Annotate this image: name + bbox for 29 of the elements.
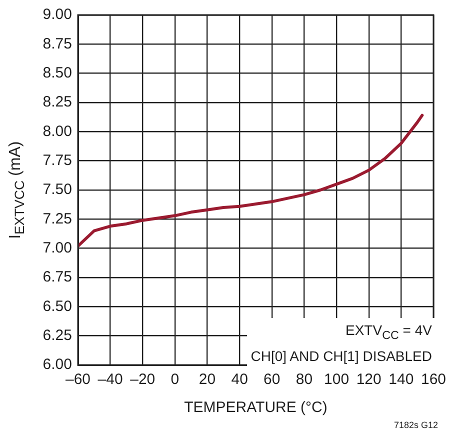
y-tick-label: 7.50 — [42, 181, 72, 198]
x-tick-label: 160 — [420, 371, 446, 388]
y-tick-label: 7.00 — [42, 239, 72, 256]
y-tick-label: 9.00 — [42, 6, 72, 24]
y-tick-label: 8.50 — [42, 64, 72, 82]
x-tick-label: 80 — [296, 371, 313, 388]
x-tick-label: –20 — [130, 371, 156, 388]
x-tick-label: 0 — [170, 371, 180, 388]
text: 7182s G12 — [394, 420, 438, 430]
y-tick-label: 8.25 — [42, 94, 72, 111]
x-tick-label: –40 — [98, 371, 123, 388]
annotation: EXTV$_{CC}$ = 4V — [344, 321, 432, 344]
y-tick-label: 8.00 — [42, 122, 72, 140]
x-tick-label: 140 — [388, 371, 414, 388]
annotation: CH[0] AND CH[1] DISABLED — [250, 346, 432, 366]
x-tick-label: 20 — [198, 371, 216, 388]
x-tick-label: 120 — [356, 371, 382, 388]
x-tick-label: –60 — [65, 371, 91, 388]
y-tick-label: 8.75 — [42, 35, 72, 52]
y-tick-label: 7.25 — [42, 210, 72, 228]
x-tick-label: 100 — [324, 371, 350, 388]
y-tick-label: 6.00 — [42, 356, 72, 374]
y-tick-label: 6.75 — [42, 268, 72, 286]
x-tick-label: 40 — [231, 371, 248, 388]
x-axis-title: TEMPERATURE (°C) — [184, 399, 328, 416]
x-tick-label: 60 — [264, 371, 280, 388]
y-tick-label: 7.75 — [42, 152, 72, 169]
y-tick-label: 6.50 — [42, 298, 72, 315]
y-tick-label: 6.25 — [42, 326, 72, 344]
